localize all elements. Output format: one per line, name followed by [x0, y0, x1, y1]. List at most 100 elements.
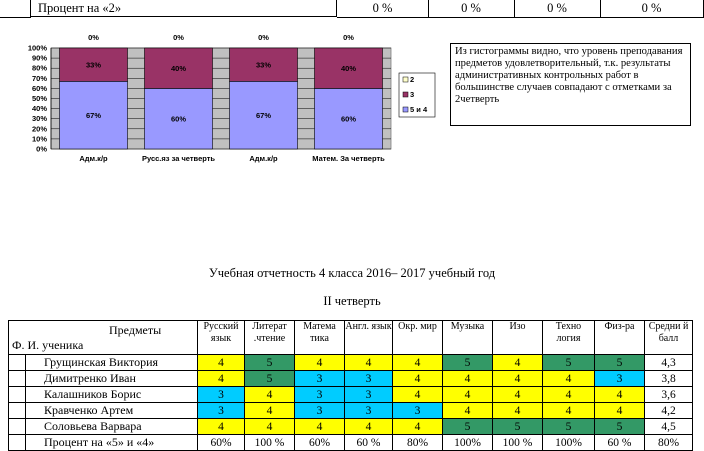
grade-cell: 60% — [197, 434, 245, 451]
grade-cell: 4 — [542, 402, 595, 419]
report-subtitle: II четверть — [323, 294, 381, 308]
stacked-bar-chart: 0%10%20%30%40%50%60%70%80%90%100%67%33%0… — [28, 33, 436, 163]
grade-cell: 5 — [542, 354, 595, 371]
grade-cell: 3 — [294, 386, 345, 403]
table-row: Кравченко Артем 3 4 3 3 3 4 4 4 4 4,2 — [8, 402, 693, 419]
bar-segment — [59, 81, 128, 150]
grade-cell: 4 — [442, 402, 493, 419]
data-label: 67% — [256, 111, 271, 120]
subject-column-header: Техно логия — [542, 320, 595, 355]
grade-cell: 4 — [197, 418, 245, 435]
y-tick-label: 70% — [32, 74, 47, 83]
subject-column-header: Физ-ра — [594, 320, 645, 355]
grade-cell: 3 — [294, 402, 345, 419]
grade-cell: 4 — [542, 386, 595, 403]
y-tick-label: 10% — [32, 134, 47, 143]
grade-cell: 5 — [492, 418, 543, 435]
grade-cell: 60% — [294, 434, 345, 451]
row-index-cell — [8, 354, 26, 371]
grade-cell: 5 — [542, 418, 595, 435]
table-row: Калашников Борис 3 4 3 3 4 4 4 4 4 3,6 — [8, 386, 693, 403]
top-table-value: 0 % — [337, 0, 429, 18]
grade-cell: 4 — [392, 386, 443, 403]
subject-column-header: Музыка — [442, 320, 493, 355]
grade-cell: 4 — [294, 418, 345, 435]
top-table-value: 0 % — [428, 0, 515, 18]
grade-cell: 4 — [244, 418, 295, 435]
subject-column-header: Средни й балл — [644, 320, 693, 355]
grade-cell: 4,5 — [644, 418, 693, 435]
grade-cell: 5 — [594, 418, 645, 435]
y-tick-label: 50% — [32, 94, 47, 103]
data-label: 0% — [88, 33, 99, 42]
grade-cell: 80% — [644, 434, 693, 451]
grade-cell: 3 — [594, 370, 645, 387]
y-tick-label: 30% — [32, 114, 47, 123]
subject-column-header: Окр. мир — [392, 320, 443, 355]
row-index-cell — [8, 402, 26, 419]
y-tick-label: 80% — [32, 64, 47, 73]
report-title: Учебная отчетность 4 класса 2016– 2017 у… — [208, 266, 496, 280]
grade-cell: 4 — [492, 370, 543, 387]
grade-cell: 4 — [197, 370, 245, 387]
grade-cell: 100 % — [492, 434, 543, 451]
grade-cell: 3 — [392, 402, 443, 419]
bar-segment — [229, 81, 298, 150]
y-tick-label: 60% — [32, 84, 47, 93]
chart-note: Из гистограммы видно, что уровень препод… — [450, 43, 691, 126]
header-student-label: Ф. И. ученика — [12, 338, 84, 352]
legend-swatch — [402, 106, 409, 113]
grade-cell: 5 — [442, 354, 493, 371]
grade-cell: 3 — [344, 402, 393, 419]
legend-swatch — [402, 76, 409, 83]
grade-cell: 3 — [197, 402, 245, 419]
data-label: 40% — [341, 64, 356, 73]
grade-cell: 4,3 — [644, 354, 693, 371]
y-tick-label: 40% — [32, 104, 47, 113]
subject-column-header: Изо — [492, 320, 543, 355]
grade-cell: 4 — [392, 418, 443, 435]
grade-cell: 5 — [244, 370, 295, 387]
data-label: 0% — [258, 33, 269, 42]
subject-column-header: Литерат .чтение — [244, 320, 295, 355]
grade-cell: 3,8 — [644, 370, 693, 387]
data-label: 67% — [86, 111, 101, 120]
table-row: Грущинская Виктория 4 5 4 4 4 5 4 5 5 4,3 — [8, 354, 693, 371]
table-row: Димитренко Иван 4 5 3 3 4 4 4 4 3 3,8 — [8, 370, 693, 387]
legend-label: 2 — [410, 75, 414, 84]
data-label: 60% — [341, 115, 356, 124]
grade-cell: 100 % — [244, 434, 295, 451]
x-tick-label: Матем. За четверть — [312, 154, 385, 163]
footer-row: Процент на «5» и «4» 60% 100 % 60% 60 % 80% 10… — [8, 434, 693, 451]
top-table-value: 0 % — [514, 0, 601, 18]
grade-cell: 4 — [344, 354, 393, 371]
grade-cell: 80% — [392, 434, 443, 451]
grade-cell: 5 — [594, 354, 645, 371]
grade-cell: 4 — [244, 402, 295, 419]
grade-cell: 4,2 — [644, 402, 693, 419]
data-label: 40% — [171, 64, 186, 73]
grade-cell: 4 — [542, 370, 595, 387]
grade-cell: 100% — [442, 434, 493, 451]
grade-cell: 4 — [197, 354, 245, 371]
grade-cell: 4 — [294, 354, 345, 371]
top-table-label: Процент на «2» — [30, 0, 337, 17]
x-tick-label: Адм.к/р — [79, 154, 108, 163]
grade-cell: 4 — [492, 386, 543, 403]
grade-cell: 4 — [442, 370, 493, 387]
data-label: 0% — [343, 33, 354, 42]
bar-segment — [59, 47, 128, 82]
grade-cell: 5 — [442, 418, 493, 435]
student-name: Димитренко Иван — [25, 370, 198, 387]
top-table-row: Процент на «2» 0 % 0 % 0 % 0 % — [0, 0, 704, 18]
grade-cell: 3 — [344, 370, 393, 387]
data-label: 33% — [256, 61, 271, 70]
student-name: Кравченко Артем — [25, 402, 198, 419]
grade-cell: 4 — [392, 370, 443, 387]
y-tick-label: 0% — [36, 145, 47, 154]
grades-table: Предметы Ф. И. ученика Русский язык Литер… — [8, 320, 693, 451]
grade-cell: 3 — [294, 370, 345, 387]
subject-column-header: Матема тика — [294, 320, 345, 355]
grade-cell: 3 — [197, 386, 245, 403]
grade-cell: 100% — [542, 434, 595, 451]
